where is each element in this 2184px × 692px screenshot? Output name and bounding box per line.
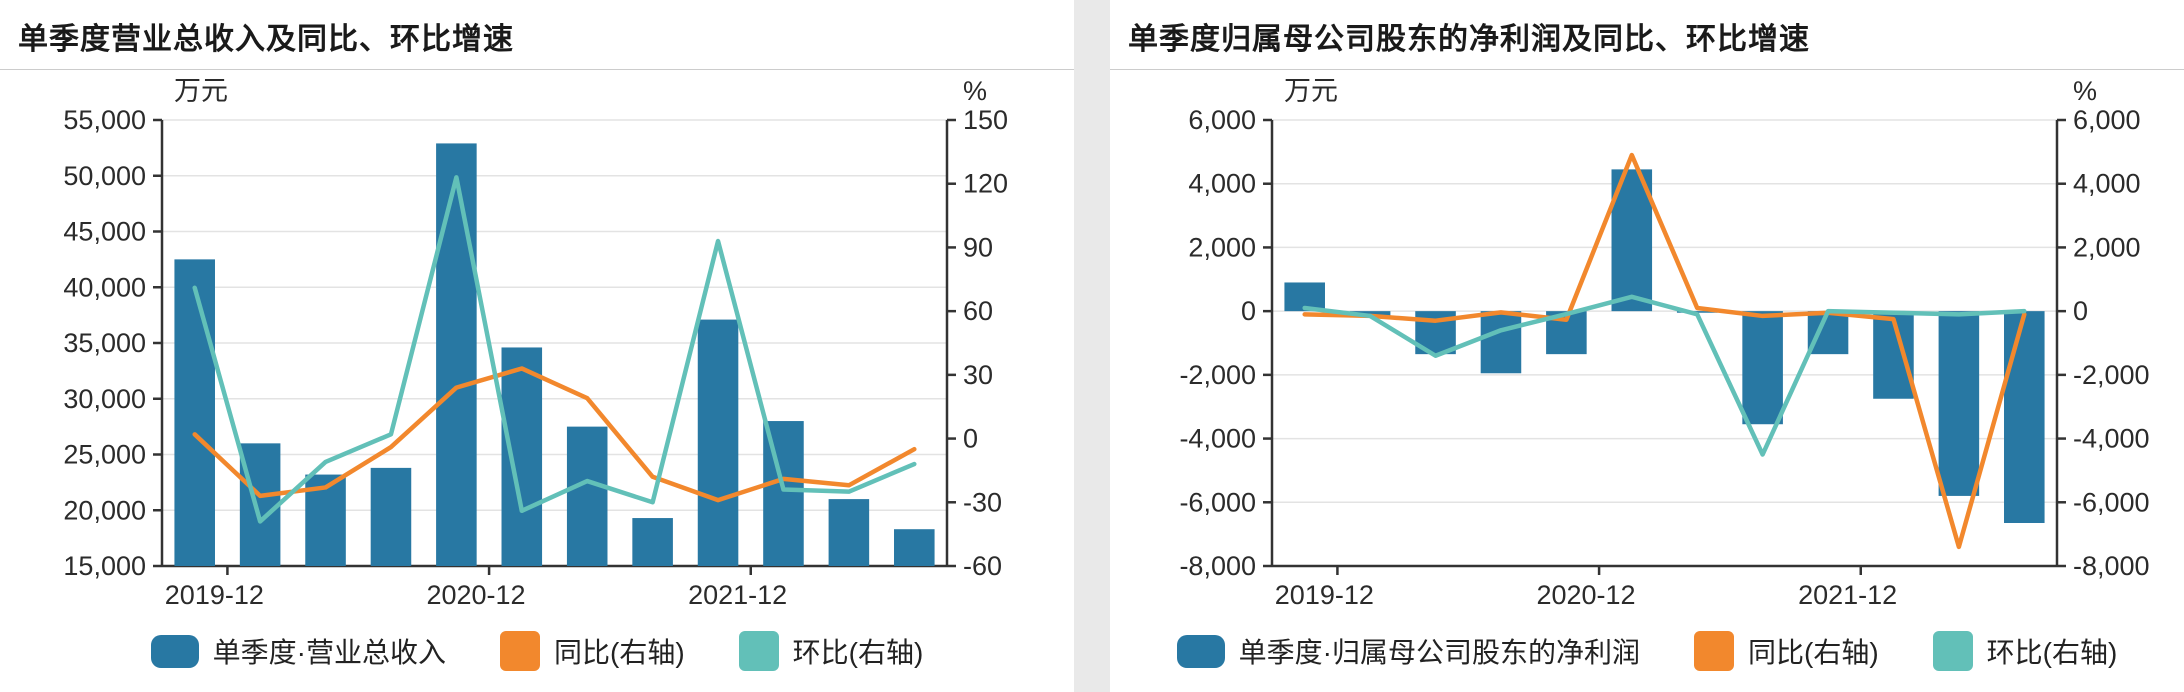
svg-text:30: 30 xyxy=(963,360,993,390)
yoy-series-swatch xyxy=(1694,631,1734,671)
svg-text:90: 90 xyxy=(963,232,993,262)
revenue-legend: 单季度·营业总收入 同比(右轴) 环比(右轴) xyxy=(0,610,1074,692)
svg-text:-60: -60 xyxy=(963,551,1002,581)
svg-text:-6,000: -6,000 xyxy=(2073,487,2150,517)
bar-series-swatch xyxy=(150,634,199,668)
legend-item-profit-yoy[interactable]: 同比(右轴) xyxy=(1694,631,1879,671)
legend-item-revenue-bar[interactable]: 单季度·营业总收入 xyxy=(150,631,446,671)
svg-text:20,000: 20,000 xyxy=(63,495,146,525)
panel-revenue-header: 单季度营业总收入及同比、环比增速 xyxy=(0,0,1074,70)
bar-series-swatch xyxy=(1176,634,1225,668)
svg-text:-4,000: -4,000 xyxy=(2073,424,2150,454)
svg-text:万元: 万元 xyxy=(1284,78,1338,106)
svg-text:0: 0 xyxy=(1241,296,1256,326)
svg-text:0: 0 xyxy=(2073,296,2088,326)
legend-item-profit-bar[interactable]: 单季度·归属母公司股东的净利润 xyxy=(1176,631,1640,671)
svg-text:45,000: 45,000 xyxy=(63,217,146,247)
svg-text:60: 60 xyxy=(963,296,993,326)
svg-text:0: 0 xyxy=(963,424,978,454)
svg-text:2019-12: 2019-12 xyxy=(1275,580,1374,608)
legend-label: 单季度·归属母公司股东的净利润 xyxy=(1238,637,1640,668)
svg-text:150: 150 xyxy=(963,105,1008,135)
svg-text:4,000: 4,000 xyxy=(1188,169,1256,199)
svg-text:120: 120 xyxy=(963,169,1008,199)
svg-text:2021-12: 2021-12 xyxy=(1798,580,1897,608)
svg-text:-2,000: -2,000 xyxy=(1179,360,1256,390)
svg-text:6,000: 6,000 xyxy=(1188,105,1256,135)
svg-text:50,000: 50,000 xyxy=(63,161,146,191)
svg-text:%: % xyxy=(963,78,987,106)
svg-text:-2,000: -2,000 xyxy=(2073,360,2150,390)
revenue-chart-canvas: 15,000 20,000 25,000 30,000 35,000 40,000 45,0… xyxy=(63,78,1008,608)
qoq-series-swatch xyxy=(738,631,779,671)
svg-text:6,000: 6,000 xyxy=(2073,105,2141,135)
svg-text:2,000: 2,000 xyxy=(1188,232,1256,262)
legend-item-profit-qoq[interactable]: 环比(右轴) xyxy=(1932,631,2118,671)
svg-text:-6,000: -6,000 xyxy=(1179,487,1256,517)
panel-net-profit-title: 单季度归属母公司股东的净利润及同比、环比增速 xyxy=(1128,23,1810,56)
svg-text:2020-12: 2020-12 xyxy=(1536,580,1635,608)
svg-text:4,000: 4,000 xyxy=(2073,169,2141,199)
svg-text:55,000: 55,000 xyxy=(63,105,146,135)
svg-text:-8,000: -8,000 xyxy=(1179,551,1256,581)
legend-label: 环比(右轴) xyxy=(1986,637,2118,668)
qoq-series-swatch xyxy=(1932,631,1973,671)
svg-text:-30: -30 xyxy=(963,487,1002,517)
svg-text:2019-12: 2019-12 xyxy=(165,580,264,608)
panel-net-profit: 单季度归属母公司股东的净利润及同比、环比增速 -8,000 -6,000 -4,00… xyxy=(1110,0,2184,692)
svg-text:-4,000: -4,000 xyxy=(1179,424,1256,454)
svg-text:15,000: 15,000 xyxy=(63,551,146,581)
panel-divider xyxy=(1074,0,1110,692)
legend-label: 同比(右轴) xyxy=(554,637,685,668)
legend-label: 环比(右轴) xyxy=(792,637,924,668)
svg-text:万元: 万元 xyxy=(174,78,228,106)
svg-text:40,000: 40,000 xyxy=(63,272,146,302)
legend-label: 同比(右轴) xyxy=(1748,637,1879,668)
svg-text:%: % xyxy=(2073,78,2097,106)
panel-net-profit-header: 单季度归属母公司股东的净利润及同比、环比增速 xyxy=(1110,0,2184,70)
net-profit-chart-area: -8,000 -6,000 -4,000 -2,000 0 2,000 4,000 6,000… xyxy=(1110,70,2184,610)
legend-item-revenue-yoy[interactable]: 同比(右轴) xyxy=(500,631,685,671)
panel-revenue-title: 单季度营业总收入及同比、环比增速 xyxy=(18,23,514,56)
legend-label: 单季度·营业总收入 xyxy=(212,637,446,668)
legend-item-revenue-qoq[interactable]: 环比(右轴) xyxy=(738,631,924,671)
svg-text:2021-12: 2021-12 xyxy=(688,580,787,608)
svg-text:25,000: 25,000 xyxy=(63,440,146,470)
svg-text:30,000: 30,000 xyxy=(63,384,146,414)
panel-revenue: 单季度营业总收入及同比、环比增速 15,000 20,000 25,000 30,00… xyxy=(0,0,1074,692)
net-profit-chart-canvas: -8,000 -6,000 -4,000 -2,000 0 2,000 4,000 6,000… xyxy=(1179,78,2150,608)
net-profit-legend: 单季度·归属母公司股东的净利润 同比(右轴) 环比(右轴) xyxy=(1110,610,2184,692)
svg-text:35,000: 35,000 xyxy=(63,328,146,358)
yoy-series-swatch xyxy=(500,631,540,671)
svg-text:2020-12: 2020-12 xyxy=(426,580,525,608)
svg-text:-8,000: -8,000 xyxy=(2073,551,2150,581)
revenue-chart-area: 15,000 20,000 25,000 30,000 35,000 40,000 45,0… xyxy=(0,70,1074,610)
svg-text:2,000: 2,000 xyxy=(2073,232,2141,262)
